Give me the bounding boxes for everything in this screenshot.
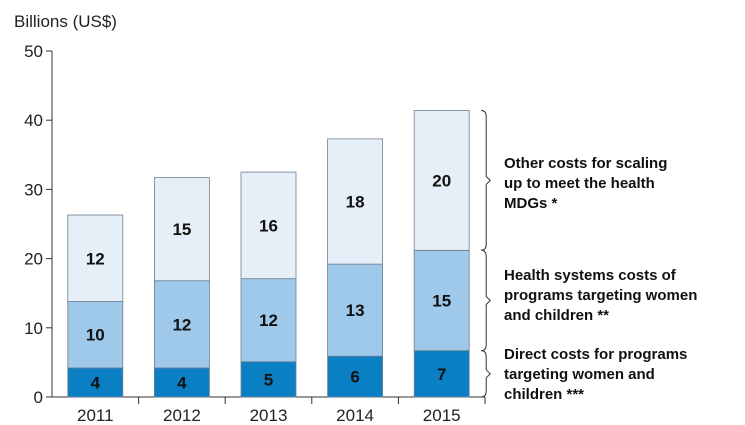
bars: 4 10 12 4 12 15 5 12 16 6 13 18 7 15 20 bbox=[67, 110, 470, 398]
bar-segment bbox=[153, 280, 210, 369]
y-tick-label: 20 bbox=[24, 250, 43, 269]
data-label: 4 bbox=[177, 373, 187, 392]
legend-other-costs: Other costs for scaling up to meet the h… bbox=[504, 155, 668, 212]
x-tick-label: 2015 bbox=[423, 406, 461, 425]
data-label: 4 bbox=[91, 373, 101, 392]
data-label: 10 bbox=[86, 326, 105, 345]
legend-health-systems-costs: Health systems costs of programs targeti… bbox=[504, 267, 698, 324]
bar-segment bbox=[327, 355, 384, 398]
y-axis-label: Billions (US$) bbox=[14, 12, 117, 31]
bar-segment bbox=[327, 263, 384, 357]
data-label: 16 bbox=[259, 216, 278, 235]
y-tick-label: 40 bbox=[24, 111, 43, 130]
bar-segment bbox=[67, 367, 124, 398]
legend-brace bbox=[481, 249, 491, 352]
legend-brace bbox=[481, 110, 491, 251]
bar-segment bbox=[327, 138, 384, 265]
bar-segment bbox=[240, 278, 297, 363]
bar-segment bbox=[153, 177, 210, 282]
y-tick-label: 10 bbox=[24, 319, 43, 338]
y-tick-label: 50 bbox=[24, 42, 43, 61]
y-tick-label: 0 bbox=[34, 388, 43, 407]
bar-segment bbox=[240, 171, 297, 280]
bar-segment bbox=[413, 249, 470, 352]
data-label: 7 bbox=[437, 365, 446, 384]
data-label: 12 bbox=[86, 249, 105, 268]
data-label: 5 bbox=[264, 370, 273, 389]
data-label: 15 bbox=[432, 291, 451, 310]
x-tick-label: 2013 bbox=[250, 406, 288, 425]
legend-braces bbox=[481, 110, 491, 398]
x-tick-label: 2012 bbox=[163, 406, 201, 425]
data-label: 20 bbox=[432, 171, 451, 190]
x-tick-label: 2014 bbox=[336, 406, 374, 425]
data-label: 15 bbox=[172, 220, 191, 239]
data-label: 18 bbox=[346, 193, 365, 212]
bar-segment bbox=[67, 301, 124, 369]
legend-brace bbox=[481, 350, 491, 398]
legend-direct-costs: Direct costs for programs targeting wome… bbox=[504, 346, 688, 403]
bar-segment bbox=[413, 110, 470, 251]
bar-segment bbox=[240, 361, 297, 398]
data-label: 12 bbox=[259, 311, 278, 330]
data-label: 13 bbox=[346, 301, 365, 320]
bar-segment bbox=[67, 214, 124, 302]
data-label: 6 bbox=[350, 368, 359, 387]
y-tick-label: 30 bbox=[24, 180, 43, 199]
data-label: 12 bbox=[172, 315, 191, 334]
x-tick-label: 2011 bbox=[77, 406, 114, 425]
